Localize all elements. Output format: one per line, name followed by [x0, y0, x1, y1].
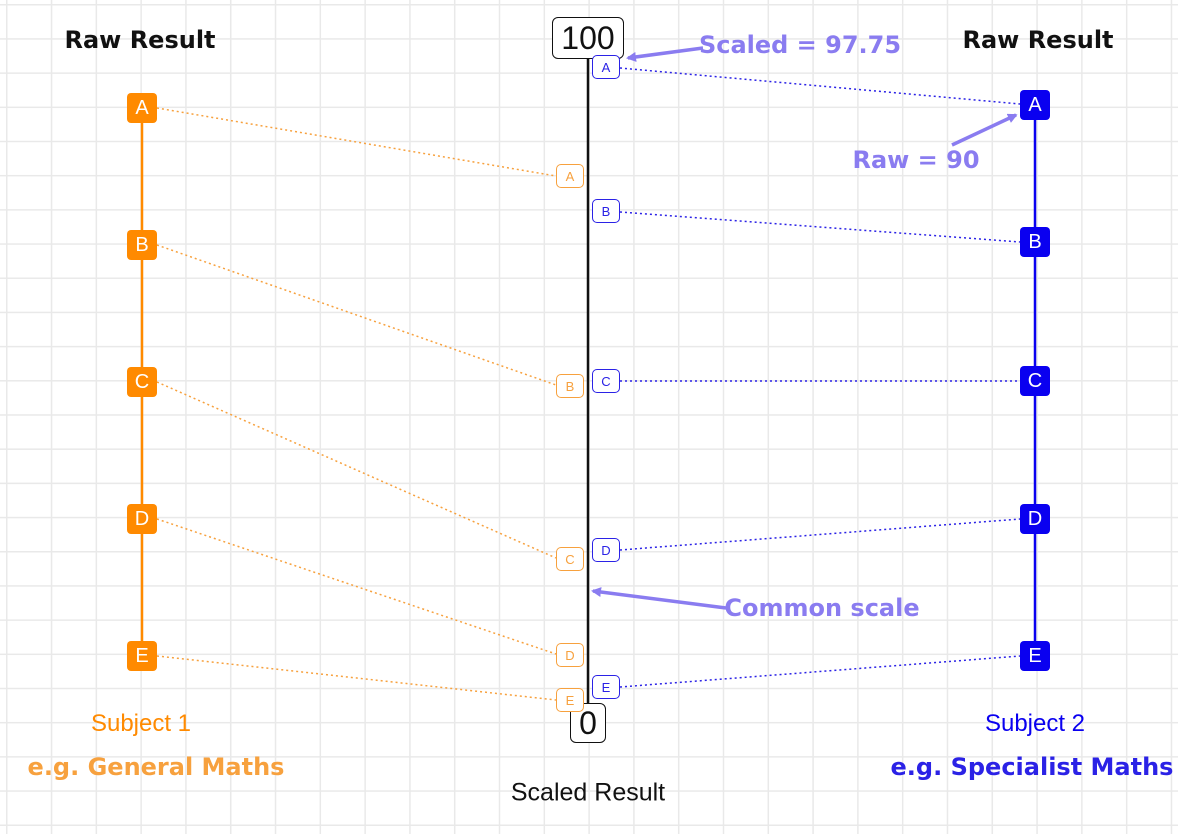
subject2-mapping-lines: [619, 67, 1021, 688]
subject1-scaled-node-a: A: [556, 164, 584, 188]
left-raw-result-header: Raw Result: [64, 26, 216, 54]
scaled-annotation-arrow: [626, 46, 704, 62]
scale-max-label: 100: [552, 17, 624, 59]
subject2-scaled-node-e: E: [592, 675, 620, 699]
subject1-mapping-lines: [156, 107, 557, 701]
subject1-scaled-node-c: C: [556, 547, 584, 571]
subject2-raw-node-e: E: [1020, 641, 1050, 671]
subject1-scaled-node-b: B: [556, 374, 584, 398]
right-raw-result-header: Raw Result: [962, 26, 1114, 54]
subject2-example: e.g. Specialist Maths: [890, 753, 1174, 781]
scaled-value-annotation: Scaled = 97.75: [698, 31, 902, 59]
subject1-scaled-node-d: D: [556, 643, 584, 667]
subject1-raw-node-c: C: [127, 367, 157, 397]
raw-value-annotation: Raw = 90: [852, 146, 980, 174]
subject2-scaled-node-a: A: [592, 55, 620, 79]
subject2-raw-node-a: A: [1020, 90, 1050, 120]
subject2-name: Subject 2: [984, 710, 1086, 737]
common-scale-arrow: [591, 587, 727, 610]
subject2-raw-node-d: D: [1020, 504, 1050, 534]
subject1-raw-node-d: D: [127, 504, 157, 534]
subject1-raw-node-b: B: [127, 230, 157, 260]
subject2-raw-node-b: B: [1020, 227, 1050, 257]
subject1-name: Subject 1: [90, 710, 192, 737]
subject1-scaled-node-e: E: [556, 688, 584, 712]
subject2-raw-node-c: C: [1020, 366, 1050, 396]
subject1-raw-node-a: A: [127, 93, 157, 123]
common-scale-annotation: Common scale: [724, 594, 920, 622]
scaled-result-label: Scaled Result: [510, 778, 666, 807]
raw-annotation-arrow: [951, 113, 1018, 147]
subject1-raw-node-e: E: [127, 641, 157, 671]
subject1-example: e.g. General Maths: [27, 753, 285, 781]
subject2-scaled-node-d: D: [592, 538, 620, 562]
subject2-scaled-node-c: C: [592, 369, 620, 393]
subject2-scaled-node-b: B: [592, 199, 620, 223]
